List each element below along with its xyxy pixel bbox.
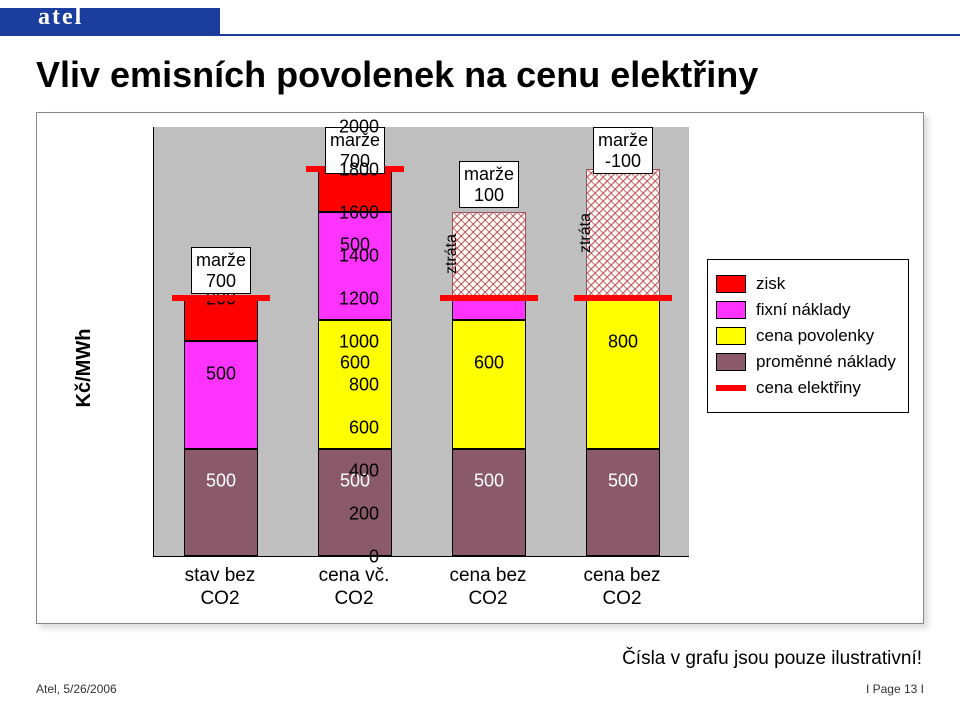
y-tick: 600 (327, 418, 379, 439)
ztrata-region (586, 169, 660, 298)
seg-promenne (586, 449, 660, 557)
x-category: cena bezCO2 (421, 565, 555, 611)
marze-annotation: marže100 (459, 161, 519, 208)
marze-annotation: marže-100 (593, 127, 653, 174)
seg-povolenka (586, 277, 660, 449)
footer-left: Atel, 5/26/2006 (36, 682, 117, 696)
legend-label: fixní náklady (756, 300, 851, 320)
marze-annotation: marže700 (191, 247, 251, 294)
chart-frame: Kč/MWh 500500200marže700500600500200marž… (36, 112, 924, 624)
seg-povolenka-label: 600 (318, 353, 392, 374)
legend-label: zisk (756, 274, 785, 294)
seg-fixni-label: 500 (184, 363, 258, 384)
ztrata-region (452, 212, 526, 298)
legend-label: cena povolenky (756, 326, 874, 346)
legend-row: zisk (716, 274, 900, 294)
ztrata-label: ztráta (577, 212, 595, 252)
ztrata-label: ztráta (443, 234, 461, 274)
seg-promenne-label: 500 (184, 471, 258, 492)
seg-promenne-label: 500 (452, 471, 526, 492)
y-tick: 1800 (327, 160, 379, 181)
electricity-line (440, 295, 538, 301)
legend-swatch-line (716, 385, 746, 391)
logo-text: atel (38, 4, 83, 31)
electricity-line (172, 295, 270, 301)
bar-group: 500800500 (586, 126, 660, 556)
y-tick: 1600 (327, 203, 379, 224)
legend-row: proměnné náklady (716, 352, 900, 372)
plot-area: 500500200marže700500600500200marže700500… (153, 127, 689, 557)
y-tick: 400 (327, 461, 379, 482)
seg-fixni (184, 341, 258, 449)
legend-swatch (716, 275, 746, 293)
electricity-line (574, 295, 672, 301)
header-rule (0, 34, 960, 36)
y-tick: 200 (327, 504, 379, 525)
legend-row: cena povolenky (716, 326, 900, 346)
legend-swatch (716, 301, 746, 319)
seg-povolenka (452, 320, 526, 449)
chart-note: Čísla v grafu jsou pouze ilustrativní! (622, 648, 922, 670)
y-tick: 1400 (327, 246, 379, 267)
x-category: cena vč.CO2 (287, 565, 421, 611)
header: atel (0, 0, 960, 46)
y-tick: 2000 (327, 117, 379, 138)
seg-promenne (184, 449, 258, 557)
legend: zisk fixní náklady cena povolenky proměnné … (707, 259, 909, 413)
x-category: cena bezCO2 (555, 565, 689, 611)
seg-povolenka-label: 600 (452, 353, 526, 374)
seg-promenne (452, 449, 526, 557)
bar-group: 500500200 (184, 126, 258, 556)
legend-row: fixní náklady (716, 300, 900, 320)
x-category: stav bezCO2 (153, 565, 287, 611)
legend-label: proměnné náklady (756, 352, 896, 372)
header-stripe (0, 8, 220, 34)
legend-swatch (716, 353, 746, 371)
legend-swatch (716, 327, 746, 345)
footer-right: I Page 13 I (866, 682, 924, 696)
y-axis-label: Kč/MWh (73, 329, 96, 408)
legend-row: cena elektřiny (716, 378, 900, 398)
legend-label: cena elektřiny (756, 378, 861, 398)
seg-promenne-label: 500 (586, 471, 660, 492)
y-tick: 800 (327, 375, 379, 396)
page-title: Vliv emisních povolenek na cenu elektřin… (36, 54, 758, 96)
seg-povolenka-label: 800 (586, 331, 660, 352)
y-tick: 1000 (327, 332, 379, 353)
y-tick: 1200 (327, 289, 379, 310)
